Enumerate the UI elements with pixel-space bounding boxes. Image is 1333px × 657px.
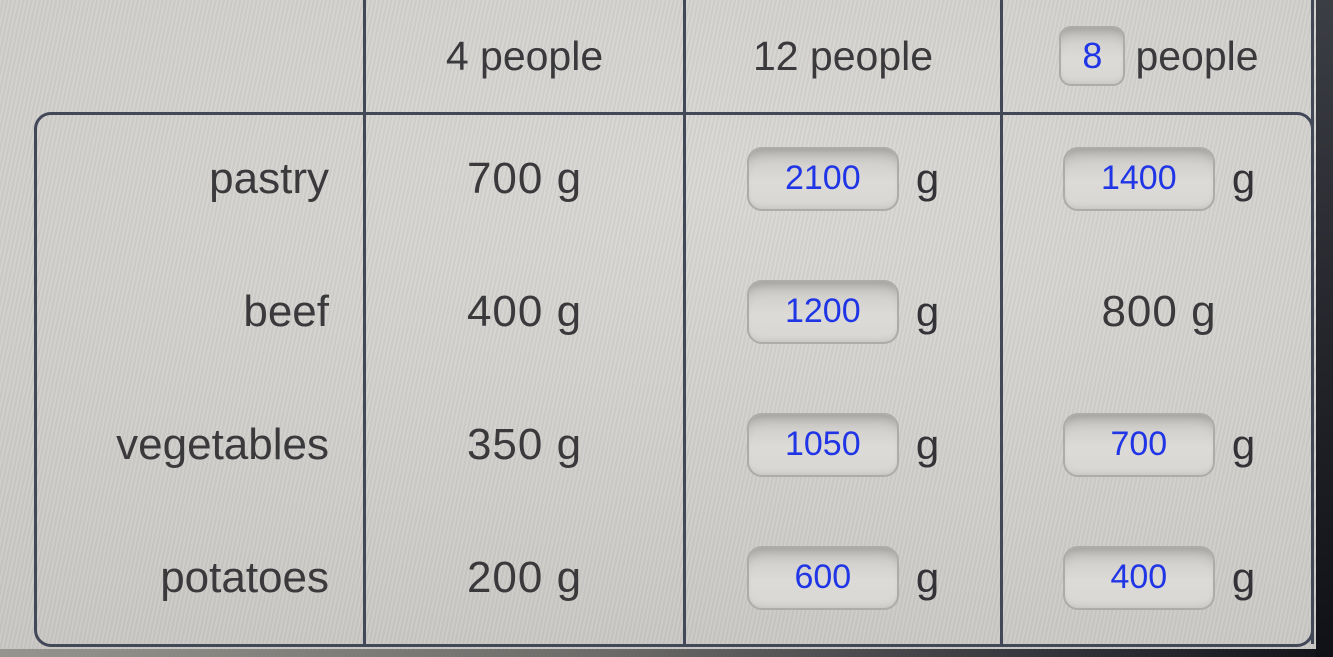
unit-label: g xyxy=(1231,154,1256,202)
vegetables-qty-12-cell: g xyxy=(683,378,1000,511)
header-4-people: 4 people xyxy=(363,0,683,112)
potatoes-qty-12-cell: g xyxy=(683,511,1000,644)
vegetables-base-qty: 350 g xyxy=(363,378,683,511)
potatoes-qty-8-input[interactable] xyxy=(1062,545,1215,610)
people-count-input[interactable] xyxy=(1059,26,1126,86)
unit-label: g xyxy=(915,553,940,601)
row-label-vegetables: vegetables xyxy=(116,419,329,469)
row-label-beef: beef xyxy=(243,286,329,336)
vegetables-qty-12-input[interactable] xyxy=(746,412,899,477)
potatoes-qty-8-cell: g xyxy=(1000,511,1315,644)
beef-qty-12-input[interactable] xyxy=(746,279,899,344)
header-n-people: people xyxy=(1000,0,1315,112)
row-label-potatoes: potatoes xyxy=(160,552,329,602)
pastry-qty-8-cell: g xyxy=(1000,112,1315,245)
beef-qty-12-cell: g xyxy=(683,245,1000,378)
unit-label: g xyxy=(915,287,940,335)
beef-base-qty: 400 g xyxy=(363,245,683,378)
header-blank-cell xyxy=(0,0,363,112)
vegetables-qty-8-cell: g xyxy=(1000,378,1315,511)
pastry-qty-12-input[interactable] xyxy=(746,146,899,211)
row-label-pastry: pastry xyxy=(209,153,329,203)
worksheet-screen: 4 people 12 people people pastry 700 g g… xyxy=(0,0,1316,649)
pastry-qty-12-cell: g xyxy=(683,112,1000,245)
header-people-label: people xyxy=(1135,32,1259,79)
vegetables-qty-8-input[interactable] xyxy=(1062,412,1215,477)
unit-label: g xyxy=(1231,553,1256,601)
pastry-qty-8-input[interactable] xyxy=(1062,146,1215,211)
potatoes-base-qty: 200 g xyxy=(363,511,683,644)
unit-label: g xyxy=(915,154,940,202)
photo-dark-edge-right xyxy=(1316,0,1333,657)
proportion-table: 4 people 12 people people pastry 700 g g… xyxy=(0,0,1315,644)
pastry-base-qty: 700 g xyxy=(363,112,683,245)
unit-label: g xyxy=(1231,420,1256,468)
photo-dark-edge-bottom xyxy=(0,649,1316,657)
beef-qty-8-text: 800 g xyxy=(1000,245,1315,378)
unit-label: g xyxy=(915,420,940,468)
potatoes-qty-12-input[interactable] xyxy=(746,545,899,610)
header-12-people: 12 people xyxy=(683,0,1000,112)
